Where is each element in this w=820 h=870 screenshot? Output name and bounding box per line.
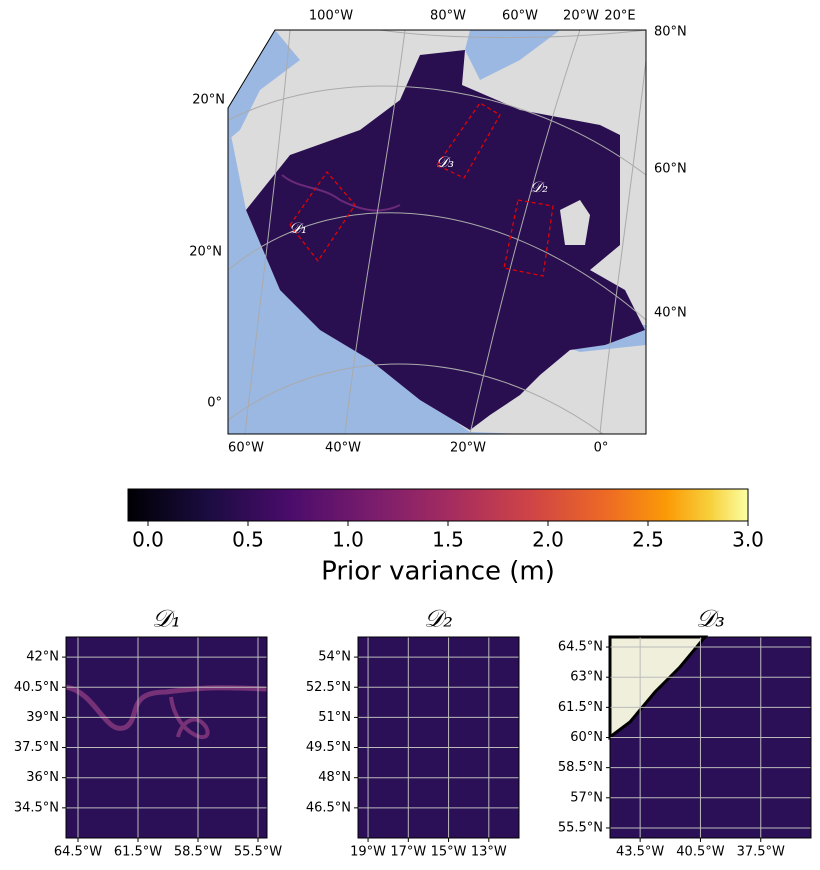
x-tick-label: 61.5°W bbox=[114, 845, 162, 860]
y-tick-label: 60°N bbox=[570, 730, 603, 745]
x-tick-label: 15°W bbox=[431, 845, 467, 860]
tick-label: 1.5 bbox=[432, 528, 464, 552]
tick-label: 0.5 bbox=[232, 528, 264, 552]
y-tick-label: 57°N bbox=[570, 790, 603, 805]
x-tick-label: 40.5°W bbox=[676, 845, 724, 860]
panel-frame bbox=[609, 636, 812, 839]
y-tick-label: 37.5°N bbox=[14, 740, 59, 755]
x-tick-label: 58.5°W bbox=[174, 845, 222, 860]
graticule-label: 20°W bbox=[563, 9, 599, 24]
y-tick-label: 48°N bbox=[318, 770, 351, 785]
tick-label: 2.5 bbox=[632, 528, 664, 552]
panel-title: 𝒟₁ bbox=[152, 605, 181, 633]
gulf-stream bbox=[281, 174, 401, 212]
tick-label: 3.0 bbox=[732, 528, 764, 552]
y-tick-label: 36°N bbox=[26, 770, 59, 785]
y-tick-label: 49.5°N bbox=[306, 740, 351, 755]
gulf-stream bbox=[169, 696, 210, 739]
graticule-label: 60°W bbox=[502, 9, 538, 24]
graticule-label: 80°W bbox=[430, 9, 466, 24]
map-frame bbox=[227, 29, 647, 435]
graticule-label: 20°W bbox=[450, 441, 486, 456]
prior-variance-field bbox=[358, 637, 519, 838]
region-label: 𝒟₂ bbox=[530, 178, 548, 196]
graticule-label: 40°N bbox=[654, 306, 687, 321]
y-tick-label: 42°N bbox=[26, 650, 59, 665]
x-tick-label: 13°W bbox=[471, 845, 507, 860]
main-map bbox=[228, 30, 646, 434]
tick-label: 2.0 bbox=[532, 528, 564, 552]
graticule-label: 100°W bbox=[309, 9, 353, 24]
x-tick-label: 43.5°W bbox=[616, 845, 664, 860]
graticule-label: 20°N bbox=[192, 93, 225, 108]
y-tick-label: 64.5°N bbox=[558, 640, 603, 655]
x-tick-label: 55.5°W bbox=[234, 845, 282, 860]
graticule-label: 20°E bbox=[604, 9, 635, 24]
y-tick-label: 63°N bbox=[570, 670, 603, 685]
y-tick-label: 52.5°N bbox=[306, 680, 351, 695]
graticule-label: 80°N bbox=[654, 25, 687, 40]
land bbox=[560, 200, 590, 245]
region-label: 𝒟₁ bbox=[289, 219, 307, 237]
y-tick-label: 34.5°N bbox=[14, 800, 59, 815]
x-tick-label: 17°W bbox=[390, 845, 426, 860]
tick-label: 0.0 bbox=[132, 528, 164, 552]
y-tick-label: 55.5°N bbox=[558, 820, 603, 835]
panel-title: 𝒟₂ bbox=[424, 605, 453, 633]
y-tick-label: 46.5°N bbox=[306, 800, 351, 815]
colorbar bbox=[127, 488, 749, 522]
graticule-label: 40°W bbox=[325, 441, 361, 456]
x-tick-label: 37.5°W bbox=[737, 845, 785, 860]
tick-label: 1.0 bbox=[332, 528, 364, 552]
graticule-label: 60°N bbox=[654, 162, 687, 177]
graticule bbox=[228, 30, 646, 434]
y-tick-label: 39°N bbox=[26, 710, 59, 725]
graticule-label: 60°W bbox=[228, 441, 264, 456]
ocean bbox=[228, 120, 528, 434]
graticule-label: 20°N bbox=[189, 245, 222, 260]
panel-frame bbox=[357, 636, 520, 839]
prior-variance-field bbox=[66, 637, 267, 838]
region-label: 𝒟₃ bbox=[436, 153, 454, 171]
y-tick-label: 54°N bbox=[318, 650, 351, 665]
panel-frame bbox=[65, 636, 268, 839]
y-tick-label: 58.5°N bbox=[558, 760, 603, 775]
graticule-label: 0° bbox=[207, 396, 222, 411]
ocean bbox=[465, 30, 560, 80]
y-tick-label: 40.5°N bbox=[14, 680, 59, 695]
x-tick-label: 19°W bbox=[350, 845, 386, 860]
colorbar-label: Prior variance (m) bbox=[321, 557, 555, 587]
prior-variance-field bbox=[246, 50, 645, 430]
y-tick-label: 51°N bbox=[318, 710, 351, 725]
region-box bbox=[289, 102, 554, 277]
y-tick-label: 61.5°N bbox=[558, 700, 603, 715]
x-tick-label: 64.5°W bbox=[54, 845, 102, 860]
panel-title: 𝒟₃ bbox=[696, 605, 725, 633]
graticule-label: 0° bbox=[594, 441, 609, 456]
